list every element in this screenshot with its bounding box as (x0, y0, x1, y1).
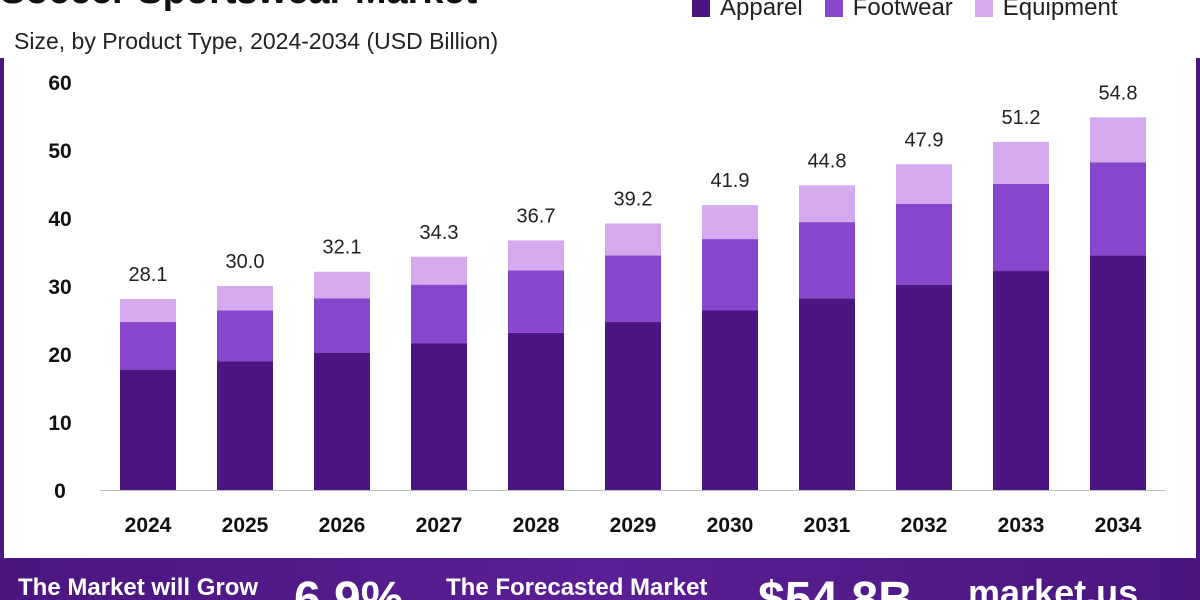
x-tick-label: 2024 (125, 514, 172, 537)
summary-banner: The Market will Grow 6.9% The Forecasted… (0, 558, 1200, 600)
bar-segment-equipment (217, 286, 273, 311)
bar-segment-apparel (508, 332, 564, 490)
bar-segment-equipment (702, 205, 758, 240)
bar-segment-footwear (217, 310, 273, 362)
x-tick-label: 2030 (707, 514, 754, 537)
x-tick-label: 2033 (998, 514, 1045, 537)
bar-segment-footwear (702, 239, 758, 311)
x-tick-label: 2032 (901, 514, 948, 537)
bar-segment-apparel (993, 271, 1049, 490)
x-tick-label: 2026 (319, 514, 366, 537)
bar-segment-apparel (120, 369, 176, 490)
x-tick-label: 2029 (610, 514, 657, 537)
bar-segment-footwear (1090, 162, 1146, 256)
legend-swatch-footwear (824, 0, 843, 17)
bar-segment-footwear (120, 322, 176, 370)
bar-segment-equipment (799, 185, 855, 223)
bar-total-label: 36.7 (517, 205, 556, 227)
x-tick-label: 2031 (804, 514, 851, 537)
legend-swatch-apparel (692, 0, 710, 17)
bar-total-label: 44.8 (808, 150, 847, 172)
bar-total-label: 28.1 (129, 264, 168, 286)
legend-label-apparel: Apparel (720, 0, 803, 21)
legend-label-footwear: Footwear (852, 0, 953, 21)
legend-item-footwear: Footwear (824, 0, 953, 22)
chart-title: Soccer Sportswear Market (0, 0, 477, 13)
bar-segment-footwear (993, 184, 1049, 272)
bar-segment-footwear (799, 222, 855, 299)
legend-item-equipment: Equipment (974, 0, 1118, 22)
bar-total-label: 54.8 (1099, 82, 1138, 104)
legend: Apparel Footwear Equipment (692, 0, 1118, 22)
bar-total-label: 39.2 (614, 188, 653, 210)
bar-segment-equipment (605, 223, 661, 256)
bar-total-label: 41.9 (711, 170, 750, 192)
y-tick-label: 10 (48, 412, 71, 435)
bar-segment-equipment (120, 298, 176, 323)
y-tick-label: 50 (48, 140, 71, 163)
bar-segment-apparel (799, 298, 855, 490)
bar-segment-equipment (411, 256, 467, 285)
bar-segment-footwear (411, 284, 467, 344)
bar-segment-apparel (1090, 255, 1146, 490)
chart-subtitle: Size, by Product Type, 2024-2034 (USD Bi… (14, 28, 499, 54)
y-tick-label: 0 (54, 480, 66, 503)
bar-segment-apparel (896, 284, 952, 490)
y-tick-label: 60 (48, 72, 71, 95)
x-tick-label: 2027 (416, 514, 463, 537)
bar-segment-footwear (508, 270, 564, 333)
banner-forecast-label: The Forecasted Market (446, 574, 708, 600)
stacked-bar-chart: 010203040506028.1202430.0202532.1202634.… (48, 72, 1166, 537)
x-tick-label: 2034 (1095, 514, 1142, 537)
bar-segment-footwear (314, 298, 370, 353)
bar-segment-equipment (896, 164, 952, 204)
banner-growth-label: The Market will Grow (18, 574, 259, 600)
legend-label-equipment: Equipment (1002, 0, 1118, 21)
bar-total-label: 47.9 (905, 129, 944, 151)
x-tick-label: 2025 (222, 514, 269, 537)
bar-segment-apparel (314, 352, 370, 490)
x-tick-label: 2028 (513, 514, 560, 537)
y-tick-label: 40 (48, 208, 71, 231)
bar-segment-apparel (702, 310, 758, 490)
bar-segment-apparel (605, 322, 661, 490)
bar-total-label: 34.3 (420, 222, 459, 244)
bar-segment-footwear (605, 255, 661, 323)
banner-forecast-value: $54.8B (758, 573, 913, 600)
bar-total-label: 32.1 (323, 237, 362, 259)
bar-segment-equipment (508, 240, 564, 271)
y-tick-label: 30 (48, 276, 71, 299)
bar-segment-equipment (314, 271, 370, 299)
bar-segment-footwear (896, 203, 952, 285)
legend-swatch-equipment (974, 0, 993, 17)
bar-total-label: 51.2 (1002, 107, 1041, 129)
bar-segment-apparel (411, 343, 467, 490)
y-tick-label: 20 (48, 344, 71, 367)
bar-segment-equipment (1090, 117, 1146, 163)
bar-segment-apparel (217, 361, 273, 490)
banner-brand-logo: market.us (968, 572, 1139, 600)
bar-segment-equipment (993, 141, 1049, 184)
banner-growth-value: 6.9% (294, 573, 404, 600)
legend-item-apparel: Apparel (692, 0, 803, 22)
bar-total-label: 30.0 (226, 251, 265, 273)
